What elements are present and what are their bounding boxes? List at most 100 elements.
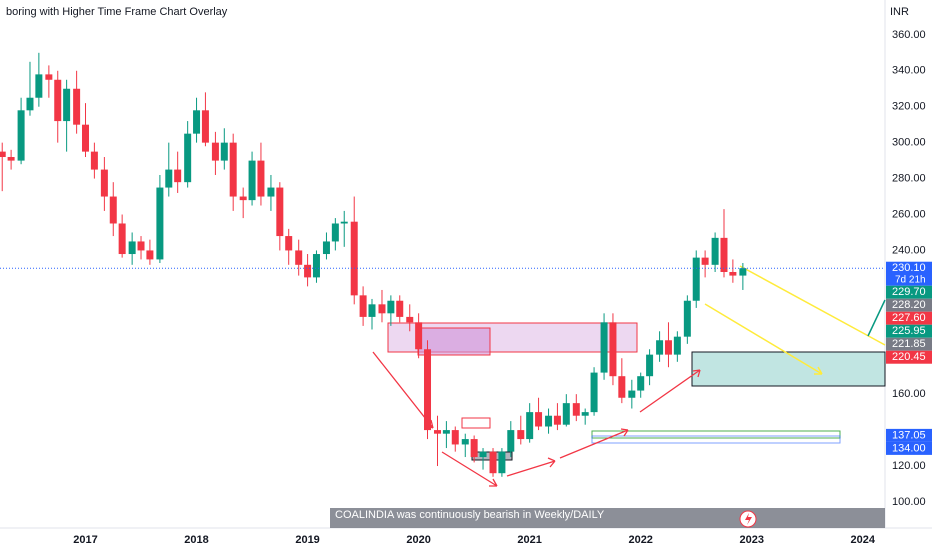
candle-body: [451, 430, 459, 445]
x-tick-label: 2019: [295, 534, 319, 546]
candle-body: [479, 451, 487, 458]
event-icon: [745, 513, 752, 525]
candle-body: [73, 88, 81, 125]
y-tick-label: 280.00: [892, 172, 926, 184]
candle-body: [165, 169, 173, 188]
candle-body: [45, 74, 53, 80]
candle-body: [434, 430, 442, 434]
candle-body: [656, 340, 664, 355]
price-label-bg: [886, 441, 932, 455]
candle-body: [673, 336, 681, 355]
candle-body: [442, 430, 450, 434]
price-label: 137.05: [892, 429, 926, 441]
candle-body: [572, 403, 580, 416]
candle-body: [562, 403, 570, 425]
trend-line: [867, 299, 886, 337]
candle-body: [100, 169, 108, 197]
price-label-bg: [886, 428, 932, 442]
candle-body: [711, 237, 719, 265]
zone: [461, 417, 491, 429]
price-label: 225.95: [892, 325, 926, 337]
candle-body: [267, 187, 275, 197]
price-label: 229.70: [892, 286, 926, 298]
x-tick-label: 2018: [184, 534, 208, 546]
price-label: 230.10: [892, 262, 926, 274]
candle-body: [229, 142, 237, 197]
x-tick-label: 2017: [73, 534, 97, 546]
candle-body: [0, 151, 6, 158]
candle-body: [276, 187, 284, 237]
candle-body: [637, 376, 645, 391]
zone: [691, 351, 886, 387]
candle-body: [517, 430, 525, 440]
zone: [591, 430, 841, 439]
candle-body: [118, 223, 126, 255]
candle-body: [545, 415, 553, 427]
candle-body: [54, 79, 62, 122]
candle-body: [618, 376, 626, 398]
candle-body: [368, 304, 376, 317]
candle-body: [415, 322, 423, 350]
candle-body: [406, 316, 414, 323]
candle-body: [424, 349, 432, 431]
candle-body: [600, 322, 608, 373]
candle-body: [7, 157, 15, 161]
candle-body: [211, 142, 219, 161]
y-tick-label: 100.00: [892, 496, 926, 508]
candle-body: [692, 257, 700, 301]
candle-body: [701, 257, 709, 265]
x-tick-label: 2023: [740, 534, 764, 546]
candle-body: [26, 97, 34, 111]
candle-body: [90, 151, 98, 170]
x-tick-label: 2021: [517, 534, 541, 546]
candle-body: [331, 223, 339, 242]
candle-body: [387, 300, 395, 314]
y-tick-label: 360.00: [892, 29, 926, 41]
candle-body: [535, 412, 543, 427]
candle-body: [137, 241, 145, 251]
price-label: 228.20: [892, 299, 926, 311]
price-label-bg: [886, 350, 932, 364]
candle-body: [146, 250, 154, 260]
price-label-bg: [886, 337, 932, 351]
candle-body: [683, 300, 691, 337]
x-tick-label: 2022: [628, 534, 652, 546]
candle-body: [304, 264, 312, 278]
chart-title: boring with Higher Time Frame Chart Over…: [6, 6, 228, 18]
candle-body: [729, 271, 737, 276]
candle-body: [322, 241, 330, 255]
candle-body: [350, 221, 358, 296]
candle-body: [359, 295, 367, 317]
candle-body: [378, 304, 386, 314]
candle-body: [720, 237, 728, 272]
candle-body: [201, 110, 209, 143]
candle-body: [340, 221, 348, 224]
y-tick-label: 240.00: [892, 244, 926, 256]
price-label-bg: [886, 298, 932, 312]
countdown: 7d 21h: [895, 274, 926, 285]
price-label-bg: [886, 324, 932, 338]
candle-body: [174, 169, 182, 183]
price-label-bg: [886, 311, 932, 325]
candle-body: [239, 196, 247, 201]
candle-body: [295, 250, 303, 265]
candle-body: [82, 124, 90, 152]
y-tick-label: 320.00: [892, 101, 926, 113]
candle-body: [507, 430, 515, 452]
zone: [591, 435, 841, 444]
candle-body: [156, 187, 164, 260]
candle-body: [63, 88, 71, 122]
candle-body: [35, 74, 43, 98]
candle-body: [646, 354, 654, 377]
candle-body: [17, 110, 25, 161]
trend-lines: [704, 265, 886, 375]
candle-body: [257, 160, 265, 197]
candle-body: [396, 300, 404, 317]
candle-body: [553, 415, 561, 425]
candle-body: [590, 372, 598, 413]
candle-body: [220, 142, 228, 161]
y-tick-label: 120.00: [892, 460, 926, 472]
candle-body: [128, 241, 136, 255]
